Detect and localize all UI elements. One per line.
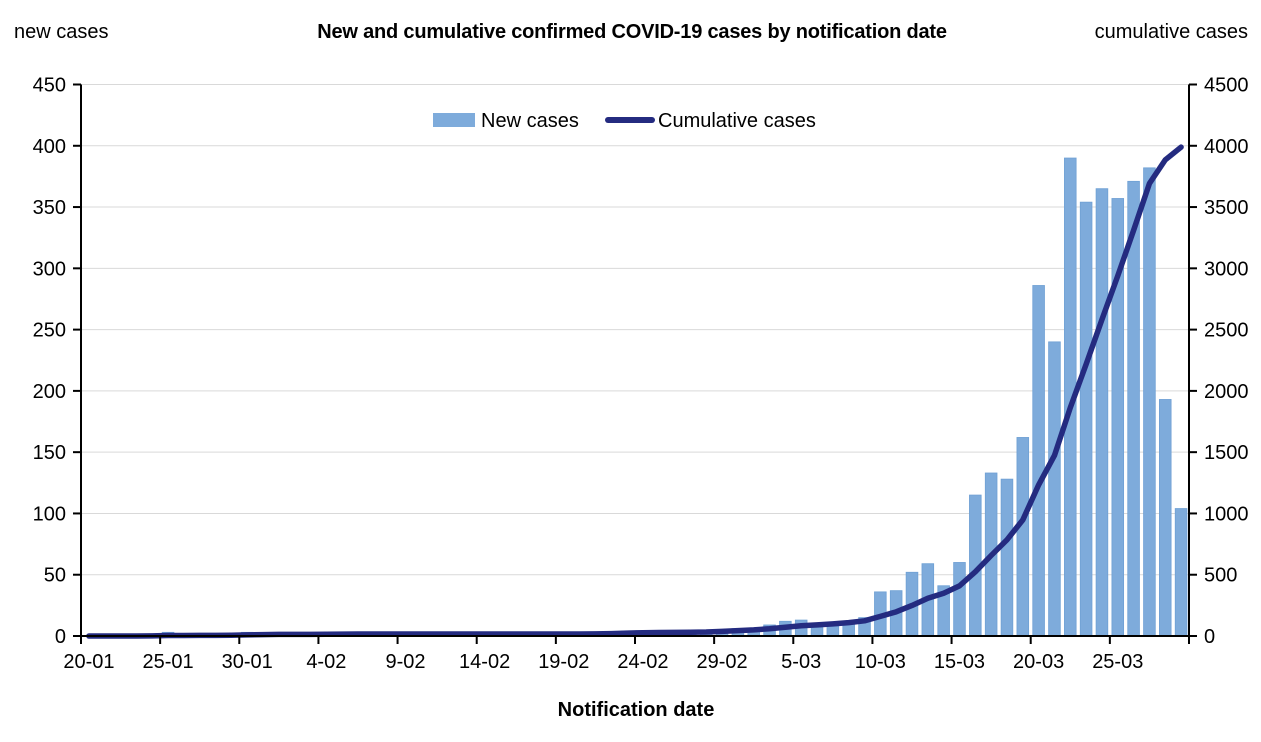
legend-label-new-cases: New cases [481,110,579,132]
right-axis-tick-label: 3000 [1204,258,1249,280]
new-cases-bar [826,625,840,637]
new-cases-bar [1016,437,1030,637]
right-axis: 0 500 1000 1500 2000 2500 3000 3500 4000 4500 [1188,75,1249,648]
gridlines [81,84,1189,576]
new-cases-bar [1048,341,1061,637]
left-axis-tick-label: 400 [33,136,66,158]
right-axis-tick-label: 1500 [1204,442,1249,464]
x-axis-tick-label: 19-02 [538,651,589,673]
x-axis: 20-01 25-01 30-01 4-02 9-02 14-02 19-02 24-02 29… [63,635,1190,673]
new-cases-bar [1159,399,1172,637]
x-axis-tick-label: 9-02 [385,651,425,673]
new-cases-bar [1000,478,1014,637]
left-axis-corner-label: new cases [14,21,109,43]
x-axis-tick-label: 15-03 [934,651,985,673]
x-axis-tick-label: 24-02 [617,651,668,673]
right-axis-tick-label: 4000 [1204,136,1249,158]
x-axis-tick-label: 5-03 [781,651,821,673]
left-axis-tick-label: 150 [33,442,66,464]
right-axis-tick-label: 0 [1204,626,1215,648]
right-axis-tick-label: 500 [1204,565,1237,587]
right-axis-tick-label: 2000 [1204,381,1249,403]
left-axis-tick-label: 50 [44,565,66,587]
right-axis-tick-label: 4500 [1204,75,1249,97]
new-cases-bar [1095,188,1109,637]
x-axis-tick-label: 14-02 [459,651,510,673]
new-cases-bar [810,627,824,637]
page-title: New and cumulative confirmed COVID-19 ca… [317,21,947,43]
new-cases-bar [953,562,966,637]
left-axis-tick-label: 450 [33,75,66,97]
right-axis-tick-label: 2500 [1204,320,1249,342]
x-axis-title: Notification date [558,699,715,721]
left-axis: 0 50 100 150 200 250 300 350 400 450 [33,75,82,648]
legend-bar-swatch-icon [433,113,475,127]
x-axis-tick-label: 20-01 [63,651,114,673]
bars-new-cases [145,157,1188,637]
x-axis-tick-label: 30-01 [222,651,273,673]
left-axis-tick-label: 100 [33,503,66,525]
right-axis-tick-label: 1000 [1204,503,1249,525]
new-cases-bar [1174,508,1188,637]
new-cases-bar [1079,201,1093,637]
legend: New cases Cumulative cases [433,110,816,132]
x-axis-tick-label: 4-02 [306,651,346,673]
x-axis-tick-label: 20-03 [1013,651,1064,673]
left-axis-tick-label: 300 [33,258,66,280]
right-axis-tick-label: 3500 [1204,197,1249,219]
x-axis-tick-label: 29-02 [696,651,747,673]
x-axis-tick-label: 25-01 [142,651,193,673]
left-axis-tick-label: 0 [55,626,66,648]
cumulative-line [86,144,1184,639]
left-axis-tick-label: 200 [33,381,66,403]
right-axis-corner-label: cumulative cases [1095,21,1248,43]
new-cases-bar [1032,285,1045,637]
new-cases-bar [1143,167,1156,637]
legend-label-cumulative-cases: Cumulative cases [658,110,816,132]
x-axis-tick-label: 10-03 [855,651,906,673]
left-axis-tick-label: 250 [33,320,66,342]
x-axis-tick-label: 25-03 [1092,651,1143,673]
left-axis-tick-label: 350 [33,197,66,219]
